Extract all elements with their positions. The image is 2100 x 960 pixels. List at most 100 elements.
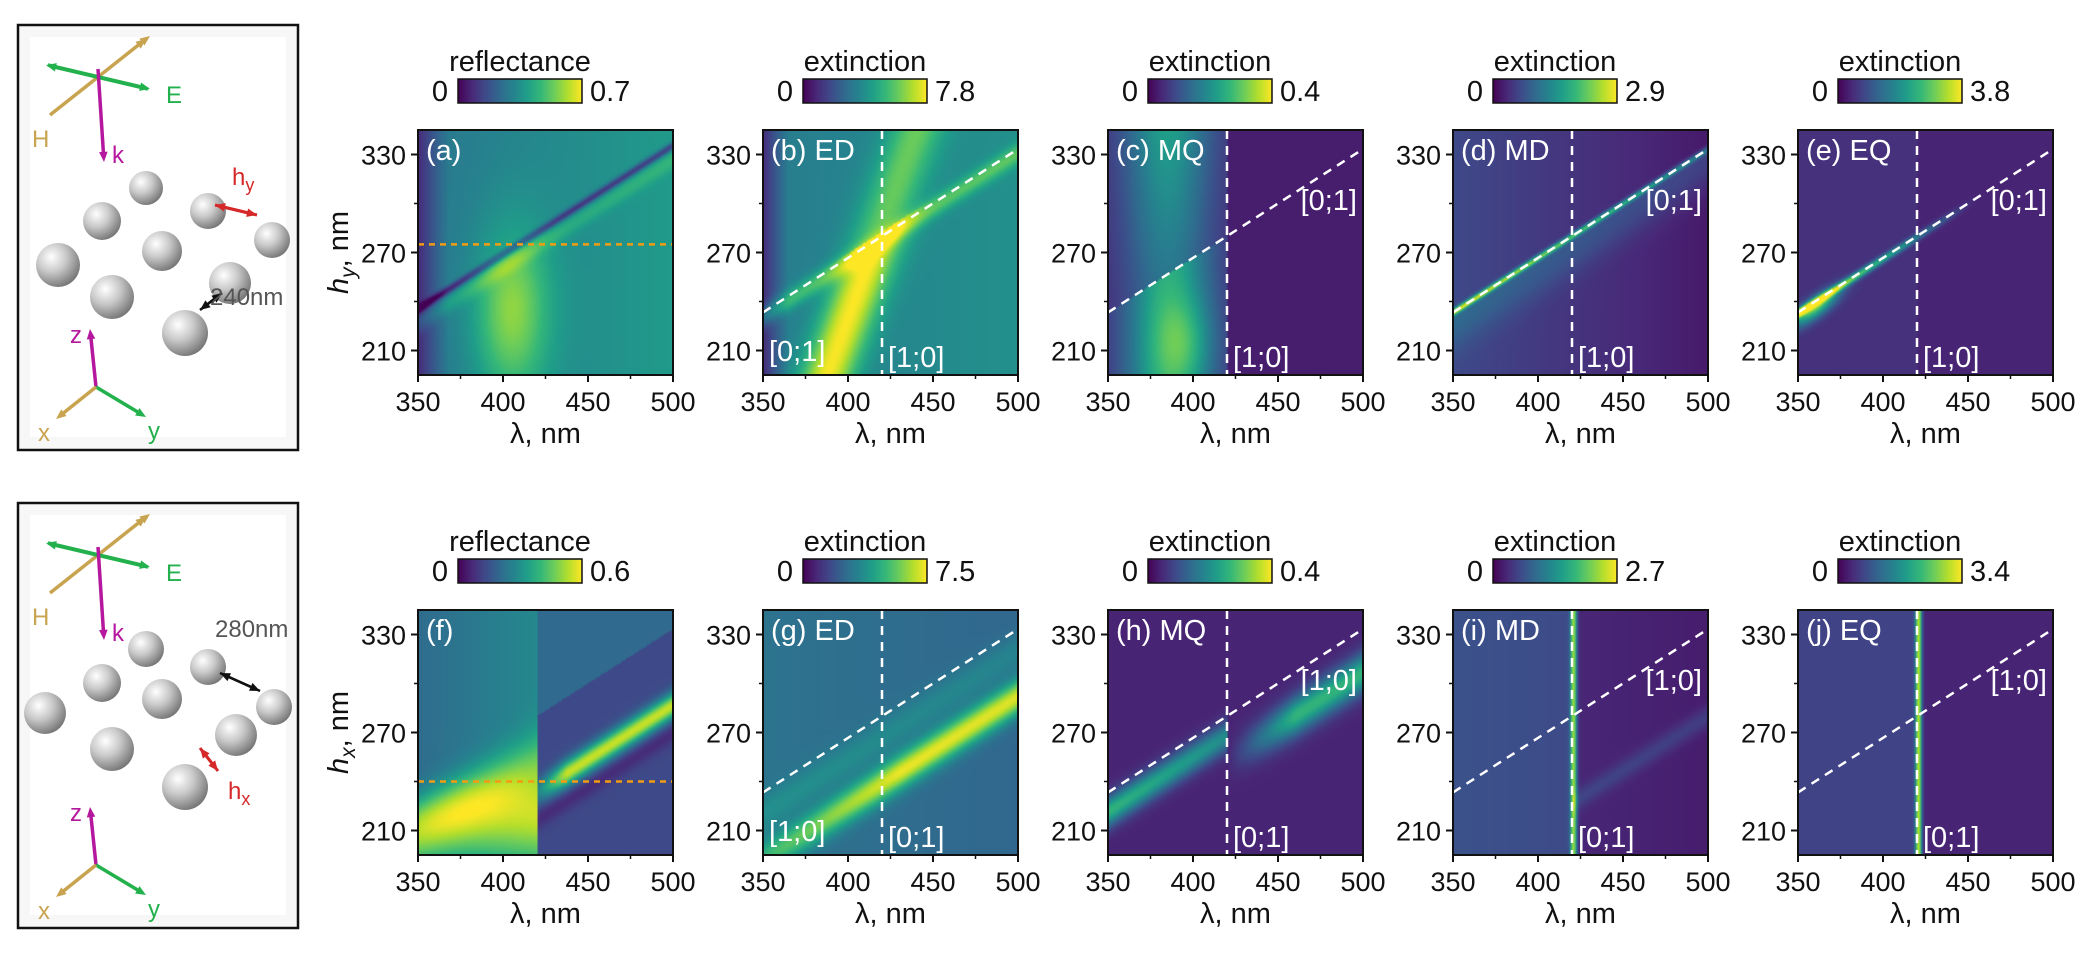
rayleigh-diagonal	[762, 628, 1019, 794]
x-tick-label: 500	[650, 867, 695, 897]
colorbar-max: 0.4	[1280, 556, 1320, 588]
y-tick-label: 210	[706, 337, 751, 367]
nanosphere	[83, 202, 121, 240]
colorbar-title: extinction	[1149, 46, 1272, 78]
x-tick-label: 500	[2030, 387, 2075, 417]
x-tick-label: 450	[1600, 867, 1645, 897]
y-tick-label: 330	[361, 141, 406, 171]
colorbar-title: extinction	[1839, 46, 1962, 78]
x-tick-label: 450	[1255, 387, 1300, 417]
spacing-arrow-back-head	[200, 748, 210, 759]
panel-h: (h) MQ [1;0] [0;1] 350 400 450 500 210 270 330 λ, …	[1051, 526, 1386, 930]
x-tick-label: 400	[1515, 387, 1560, 417]
colorbar	[1837, 78, 1963, 104]
colorbar	[802, 558, 928, 584]
x-tick-label: 450	[1945, 867, 1990, 897]
x-tick-label: 350	[395, 867, 440, 897]
colorbar-max: 7.5	[935, 556, 975, 588]
y-tick-label: 210	[1051, 817, 1096, 847]
order-label: [0;1]	[1646, 185, 1702, 217]
y-title-rest: , nm	[323, 211, 355, 267]
y-tick-label: 270	[1396, 719, 1441, 749]
panel-g: (g) ED [1;0] [0;1] 350 400 450 500 210 270 330 λ, …	[706, 526, 1041, 930]
order-label: [1;0]	[1233, 342, 1289, 374]
y-axis-title: hy, nm	[323, 211, 360, 294]
order-label: [0;1]	[1301, 185, 1357, 217]
x-axis-arrow-shaft	[59, 385, 98, 417]
panel-i: (i) MD [1;0] [0;1] 350 400 450 500 210 270 330 λ, …	[1396, 526, 1731, 930]
order-label: [1;0]	[1923, 342, 1979, 374]
heatmap-image	[1453, 130, 1708, 375]
x-tick-label: 350	[740, 867, 785, 897]
y-tick-label: 330	[1396, 141, 1441, 171]
y-tick-label: 270	[1741, 239, 1786, 269]
order-label: [0;1]	[1923, 822, 1979, 854]
panel-label: (d) MD	[1461, 135, 1550, 167]
gap-arrow-back-head	[200, 300, 211, 310]
colorbar-min: 0	[1467, 76, 1483, 108]
x-tick-label: 350	[740, 387, 785, 417]
x-axis-title: λ, nm	[1545, 418, 1616, 450]
order-label: [1;0]	[1991, 665, 2047, 697]
k-vector-arrow-head	[99, 151, 108, 162]
panel-label: (j) EQ	[1806, 615, 1882, 647]
panel-label: (i) MD	[1461, 615, 1540, 647]
heatmap-image	[418, 610, 673, 855]
k-vector-arrow-shaft	[96, 68, 106, 157]
panel-d: (d) MD [0;1] [1;0] 350 400 450 500 210 270 330 λ, …	[1396, 46, 1731, 450]
y-title-sub: y	[337, 266, 360, 280]
y-tick-label: 210	[1396, 337, 1441, 367]
order-label: [1;0]	[1578, 342, 1634, 374]
x-tick-label: 500	[2030, 867, 2075, 897]
nanosphere	[190, 649, 226, 685]
colorbar	[457, 78, 583, 104]
y-tick-label: 270	[706, 239, 751, 269]
z-axis-arrow-head	[86, 807, 96, 818]
colorbar	[1492, 78, 1618, 104]
colorbar-max: 0.6	[590, 556, 630, 588]
order-label: [1;0]	[1646, 665, 1702, 697]
y-tick-label: 210	[1741, 337, 1786, 367]
x-tick-label: 500	[650, 387, 695, 417]
panel-label: (h) MQ	[1116, 615, 1206, 647]
colorbar-min: 0	[1467, 556, 1483, 588]
rayleigh-diagonal	[762, 148, 1019, 314]
x-tick-label: 450	[910, 387, 955, 417]
y-axis-arrow-shaft	[95, 863, 142, 894]
colorbar	[1492, 558, 1618, 584]
h-sub: y	[245, 175, 254, 195]
x-axis-arrow-head	[56, 409, 67, 419]
nanosphere	[24, 692, 66, 734]
panel-j: (j) EQ [1;0] [0;1] 350 400 450 500 210 270 330 λ, …	[1741, 526, 2076, 930]
y-title-sub: x	[337, 746, 360, 759]
label-h-spacing: hx	[228, 778, 250, 809]
h-main: h	[232, 164, 245, 191]
colorbar-title: reflectance	[449, 526, 591, 558]
colorbar-min: 0	[1122, 556, 1138, 588]
colorbar-title: reflectance	[449, 46, 591, 78]
colorbar	[802, 78, 928, 104]
y-tick-label: 330	[1741, 621, 1786, 651]
rayleigh-diagonal	[1452, 148, 1709, 314]
order-label: [0;1]	[888, 822, 944, 854]
x-tick-label: 500	[1340, 867, 1385, 897]
colorbar-title: extinction	[804, 526, 927, 558]
heatmap-image	[1108, 130, 1363, 375]
heatmap-image	[1798, 130, 2053, 375]
h-field-arrow-shaft	[48, 41, 143, 117]
y-tick-label: 210	[361, 337, 406, 367]
x-tick-label: 500	[995, 867, 1040, 897]
nanosphere	[129, 171, 163, 205]
heatmap-image	[1798, 610, 2053, 855]
colorbar	[1147, 558, 1273, 584]
x-tick-label: 350	[1085, 867, 1130, 897]
z-axis-arrow-shaft	[88, 334, 98, 388]
x-tick-label: 400	[1860, 867, 1905, 897]
x-tick-label: 450	[565, 387, 610, 417]
heatmap-image	[418, 130, 673, 375]
x-tick-label: 350	[1085, 387, 1130, 417]
